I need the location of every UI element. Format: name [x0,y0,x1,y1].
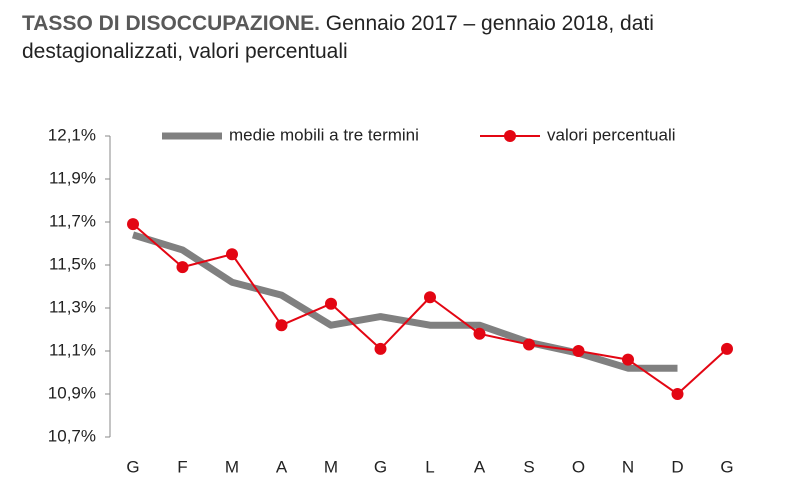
data-point [523,338,535,351]
data-point [275,319,288,332]
y-tick-label: 12,1% [48,125,96,144]
data-point [473,327,486,340]
data-point [325,297,337,310]
header: TASSO DI DISOCCUPAZIONE. Gennaio 2017 – … [22,10,762,66]
chart-title: TASSO DI DISOCCUPAZIONE. [22,12,320,35]
x-tick-label: N [622,457,634,476]
x-tick-label: G [126,457,139,476]
y-tick-label: 10,9% [48,383,96,402]
x-tick-label: M [324,457,338,476]
data-point [622,353,634,366]
x-tick-label: D [671,457,683,476]
legend-marker [504,130,516,142]
x-tick-label: G [374,457,387,476]
y-tick-label: 11,5% [49,254,96,273]
x-tick-label: L [425,457,434,476]
legend-label: medie mobili a tre termini [229,125,419,144]
x-tick-label: A [276,457,288,476]
x-tick-label: M [225,457,239,476]
chart-subtitle: Gennaio 2017 – gennaio 2018, dati destag… [22,12,654,63]
x-tick-label: A [474,457,486,476]
y-tick-label: 11,9% [49,168,96,187]
data-point [572,345,585,357]
x-tick-label: F [177,457,187,476]
data-point [424,291,436,304]
data-point [127,218,139,231]
y-tick-label: 11,7% [49,211,96,230]
data-point [374,342,387,355]
x-tick-label: G [720,457,733,476]
x-tick-label: S [523,457,534,476]
y-tick-label: 10,7% [48,426,96,445]
y-tick-label: 11,3% [49,297,96,316]
y-tick-label: 11,1% [49,340,96,359]
legend-label: valori percentuali [547,125,676,144]
series-line [131,231,678,372]
x-tick-label: O [572,457,585,476]
data-point [671,388,684,400]
data-point [721,342,733,355]
data-point [176,261,189,274]
data-point [226,248,238,261]
